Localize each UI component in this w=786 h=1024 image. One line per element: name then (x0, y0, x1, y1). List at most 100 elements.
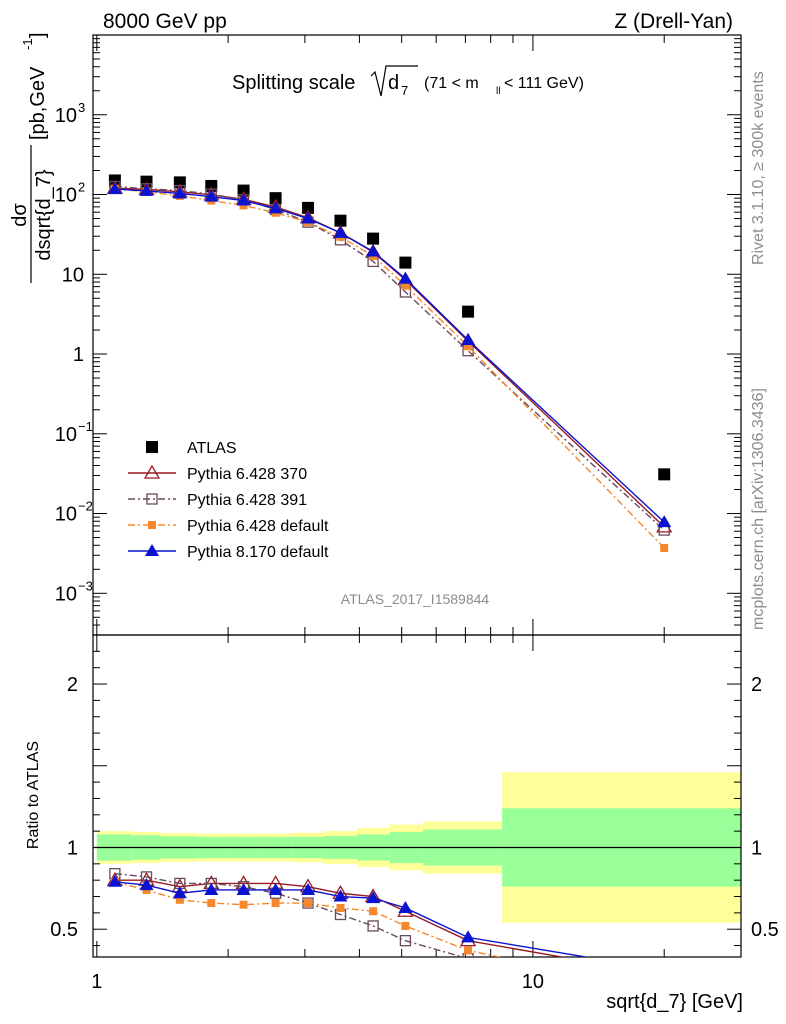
data-point-p6def (464, 342, 473, 351)
legend-label-ATLAS: ATLAS (187, 440, 237, 457)
series-line-p391 (114, 185, 665, 531)
ratio-point-p6def (401, 921, 410, 930)
legend-entry-p370: Pythia 6.428 370 (128, 464, 307, 483)
data-point-ATLAS (658, 468, 671, 481)
data-point-ATLAS (367, 232, 380, 245)
main-y-tick-exponent: −1 (78, 419, 93, 434)
ratio-point-p6def (336, 903, 345, 912)
x-axis-label: sqrt{d_7} [GeV] (606, 991, 743, 1013)
ylabel-numerator: dσ (9, 203, 31, 227)
ratio-point-p8def (461, 930, 476, 943)
title-cut-sub: ll (496, 86, 500, 97)
data-point-ATLAS (399, 256, 412, 269)
ratio-uncertainty-bands (93, 772, 741, 923)
data-point-p8def (268, 201, 283, 214)
ylabel-unit-end: ] (27, 32, 49, 38)
main-y-tick-label: 10 (55, 185, 77, 207)
ratio-y-axis-label: Ratio to ATLAS (25, 741, 42, 849)
ratio-point-p6def (175, 895, 184, 904)
legend-label-p391: Pythia 6.428 391 (187, 492, 307, 509)
data-point-p8def (236, 193, 251, 206)
ratio-point-p370 (657, 968, 671, 980)
data-point-p8def (204, 189, 219, 202)
title-var-sub: 7 (401, 83, 408, 98)
ratio-point-p6def (239, 900, 248, 909)
ratio-point-p8def (657, 963, 671, 975)
ratio-point-p8def (236, 882, 251, 895)
data-point-ATLAS (462, 305, 475, 318)
ratio-x-tick-label: 1 (91, 971, 102, 993)
data-point-p8def (107, 182, 122, 195)
legend-marker-p370 (143, 464, 161, 479)
legend-marker-p8def (145, 544, 159, 556)
main-y-tick-label: 10 (62, 264, 84, 286)
ratio-point-p8def (139, 878, 154, 891)
legend-marker-ATLAS (146, 441, 158, 453)
series-line-p8def (114, 188, 665, 523)
ratio-point-p8def (268, 882, 283, 895)
data-point-p8def (366, 244, 381, 257)
main-y-tick-exponent: −3 (78, 578, 93, 593)
main-y-axis-label: dσ dsqrt{d_7} [pb,GeV -1 ] (9, 32, 55, 283)
data-point-ATLAS (269, 192, 282, 205)
ylabel-unit-sup: -1 (20, 38, 35, 50)
data-point-p8def (461, 332, 476, 345)
ratio-point-p391 (659, 973, 669, 983)
data-point-p8def (172, 186, 187, 199)
ratio-y-tick-label-right: 2 (751, 674, 762, 696)
ratio-point-p6def (271, 899, 280, 908)
ratio-point-p8def (366, 891, 381, 904)
ratio-series-p8def (107, 874, 671, 975)
legend-entry-ATLAS: ATLAS (146, 440, 237, 457)
ratio-point-p6def (304, 899, 313, 908)
title-main: Splitting scale (232, 72, 355, 94)
data-point-p8def (657, 515, 672, 528)
title-cut-end: < 111 GeV) (504, 75, 584, 92)
ratio-line-p8def (114, 881, 591, 957)
legend: ATLAS Pythia 6.428 370 Pythia 6.428 391 Pyt… (128, 440, 329, 561)
ratio-point-p391 (462, 952, 474, 957)
legend-entry-p391: Pythia 6.428 391 (128, 492, 307, 509)
ratio-y-tick-label: 2 (67, 674, 78, 696)
ratio-point-p6def (207, 899, 216, 908)
main-y-tick-exponent: 2 (78, 180, 85, 195)
main-y-tick-label: 10 (55, 105, 77, 127)
legend-label-p370: Pythia 6.428 370 (187, 466, 307, 483)
main-y-tick-exponent: −2 (78, 499, 93, 514)
energy-label: 8000 GeV pp (103, 10, 227, 33)
data-point-p6def (660, 543, 669, 552)
main-y-tick-exponent: 3 (78, 100, 85, 115)
data-point-p8def (139, 183, 154, 196)
mcplots-label: mcplots.cern.ch [arXiv:1306.3436] (750, 388, 767, 630)
ratio-point-p8def (398, 900, 413, 913)
series-ATLAS (108, 174, 671, 481)
ratio-point-p391 (367, 920, 379, 932)
series-p8def (107, 182, 672, 528)
main-y-tick-label: 10 (55, 424, 77, 446)
analysis-watermark: ATLAS_2017_I1589844 (341, 591, 490, 607)
legend-entry-p6def: Pythia 6.428 default (128, 518, 329, 535)
sqrt-symbol (370, 65, 418, 97)
legend-entry-p8def: Pythia 8.170 default (128, 544, 329, 561)
legend-label-p8def: Pythia 8.170 default (187, 544, 329, 561)
ylabel-denominator: dsqrt{d_7} (33, 169, 55, 261)
ratio-y-tick-label-right: 0.5 (751, 919, 779, 941)
ratio-y-tick-label-right: 1 (751, 837, 762, 859)
ratio-y-tick-label: 1 (67, 837, 78, 859)
data-point-p8def (398, 271, 413, 284)
data-point-p8def (301, 211, 316, 224)
process-label: Z (Drell-Yan) (614, 10, 733, 33)
plot-title: Splitting scale d 7 (71 < m ll < 111 GeV… (232, 65, 584, 98)
ratio-point-p8def (333, 889, 348, 902)
main-series-layer (106, 174, 673, 552)
ylabel-unit: [pb,GeV (27, 66, 49, 140)
title-var: d (388, 72, 399, 94)
ratio-series-layer (106, 867, 671, 983)
main-y-tick-label: 1 (73, 344, 84, 366)
data-point-ATLAS (334, 214, 347, 227)
data-point-ATLAS (302, 201, 315, 214)
title-cut: (71 < m (424, 75, 479, 92)
legend-label-p6def: Pythia 6.428 default (187, 518, 329, 535)
data-point-p6def (401, 281, 410, 290)
